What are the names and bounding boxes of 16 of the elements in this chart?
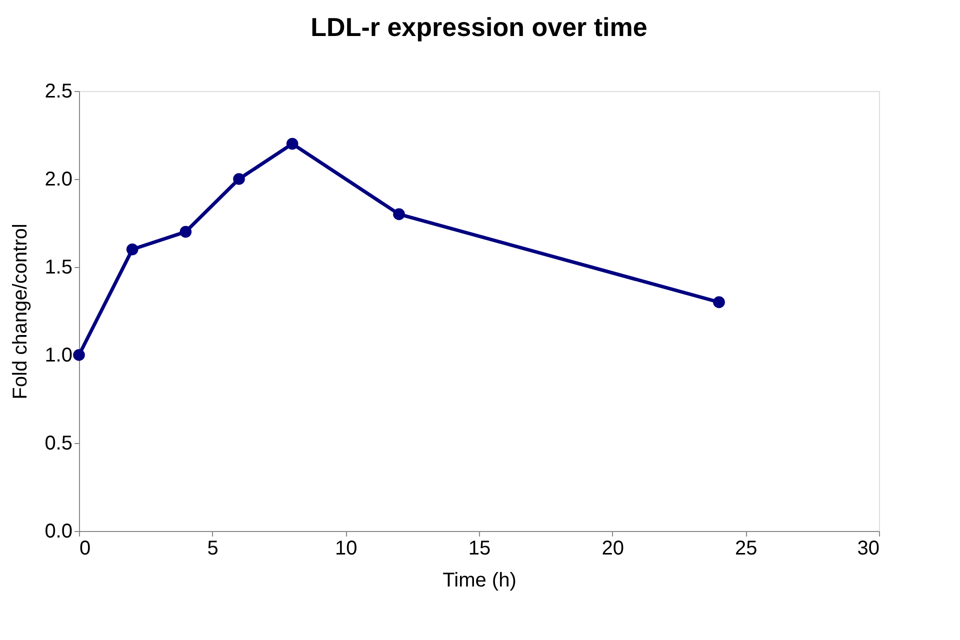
x-axis-title: Time (h): [442, 570, 516, 592]
x-tick-label: 25: [735, 538, 758, 560]
chart-title: LDL-r expression over time: [310, 12, 648, 42]
y-tick-label: 1.0: [44, 344, 72, 366]
x-tick-label: 30: [857, 538, 880, 560]
x-tick-label: 10: [335, 538, 358, 560]
y-tick-label: 2.5: [44, 80, 72, 102]
x-tick-label: 15: [468, 538, 491, 560]
x-tick-label: 20: [602, 538, 624, 560]
y-tick-label: 0.5: [44, 432, 72, 454]
x-tick-label: 0: [80, 538, 91, 560]
y-tick-label: 0.0: [44, 520, 72, 542]
y-tick-label: 1.5: [44, 256, 72, 278]
y-axis-title: Fold change/control: [10, 224, 32, 400]
y-tick-label: 2.0: [44, 168, 72, 190]
x-tick-label: 5: [207, 538, 218, 560]
